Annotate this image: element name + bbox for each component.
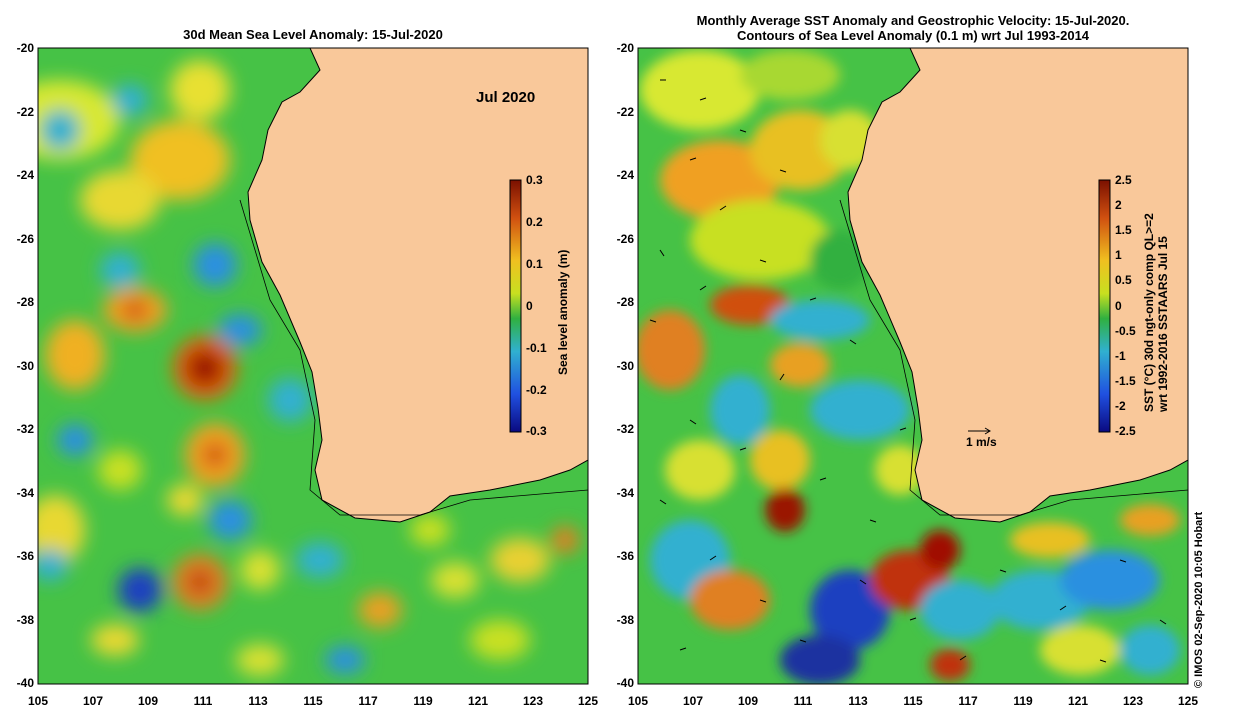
lon-tick: 105 [627, 694, 649, 708]
colorbar-tick: 1 [1115, 248, 1122, 262]
lon-tick: 119 [413, 694, 433, 708]
lat-tick: -32 [616, 422, 634, 436]
colorbar-tick: 0.1 [526, 257, 543, 271]
right-map-title-line1: Monthly Average SST Anomaly and Geostrop… [696, 13, 1130, 28]
lat-tick: -22 [16, 105, 34, 119]
left-sla-map [38, 48, 588, 684]
right-colorbar-label-line2: wrt 1992-2016 SSTAARS Jul 15 [1156, 236, 1170, 412]
lon-tick: 115 [303, 694, 323, 708]
lon-tick: 113 [848, 694, 868, 708]
lon-tick: 117 [358, 694, 378, 708]
colorbar-tick: -0.2 [526, 383, 547, 397]
lat-tick: -32 [16, 422, 34, 436]
lon-tick: 123 [522, 694, 544, 708]
colorbar-tick: 0.5 [1115, 273, 1132, 287]
right-colorbar [1098, 179, 1111, 433]
left-colorbar [509, 179, 522, 433]
lat-tick: -20 [616, 41, 634, 55]
right-map-title-line2: Contours of Sea Level Anomaly (0.1 m) wr… [736, 28, 1090, 43]
lat-tick: -28 [616, 295, 634, 309]
lon-tick: 117 [958, 694, 978, 708]
lat-tick: -24 [616, 168, 634, 182]
left-map-title: 30d Mean Sea Level Anomaly: 15-Jul-2020 [183, 27, 443, 42]
lon-tick: 125 [1177, 694, 1199, 708]
lat-tick: -36 [616, 549, 634, 563]
lat-tick: -36 [16, 549, 34, 563]
lon-tick: 105 [27, 694, 49, 708]
right-colorbar-label-line1: SST (°C) 30d ngt-only comp QL>=2 [1142, 213, 1156, 412]
lat-tick: -30 [16, 359, 34, 373]
isobath-right [839, 199, 1188, 516]
lon-tick: 119 [1013, 694, 1033, 708]
lon-tick: 121 [467, 694, 489, 708]
lon-tick: 125 [577, 694, 599, 708]
lat-tick: -34 [16, 486, 34, 500]
lat-tick: -26 [616, 232, 634, 246]
isobath-left [239, 199, 588, 516]
colorbar-tick: -0.5 [1115, 324, 1136, 338]
sla-anomaly-field [38, 60, 579, 676]
lat-tick: -28 [16, 295, 34, 309]
lon-tick: 115 [903, 694, 923, 708]
lon-tick: 111 [793, 694, 813, 708]
lat-tick: -40 [616, 676, 634, 690]
colorbar-tick: -2 [1115, 399, 1126, 413]
lon-tick: 111 [193, 694, 213, 708]
colorbar-tick: 1.5 [1115, 223, 1132, 237]
lon-tick: 123 [1122, 694, 1144, 708]
lat-tick: -20 [16, 41, 34, 55]
lon-tick: 107 [682, 694, 704, 708]
lat-tick: -22 [616, 105, 634, 119]
lat-tick: -26 [16, 232, 34, 246]
colorbar-tick: 0 [526, 299, 533, 313]
colorbar-tick: 0.3 [526, 173, 543, 187]
lat-tick: -24 [16, 168, 34, 182]
lon-tick: 121 [1067, 694, 1089, 708]
sst-anomaly-field [638, 50, 1180, 684]
lat-tick: -38 [616, 613, 634, 627]
colorbar-tick: -2.5 [1115, 424, 1136, 438]
lon-tick: 109 [137, 694, 159, 708]
lon-tick: 109 [737, 694, 759, 708]
lat-tick: -30 [616, 359, 634, 373]
landmass-left [247, 48, 588, 523]
month-label: Jul 2020 [476, 89, 536, 106]
lat-tick: -38 [16, 613, 34, 627]
colorbar-tick: 2.5 [1115, 173, 1132, 187]
lat-tick: -40 [16, 676, 34, 690]
colorbar-tick: -0.1 [526, 341, 547, 355]
left-colorbar-label: Sea level anomaly (m) [556, 249, 570, 375]
lon-tick: 107 [82, 694, 104, 708]
colorbar-tick: -1 [1115, 349, 1126, 363]
colorbar-tick: -1.5 [1115, 374, 1136, 388]
lon-tick: 113 [248, 694, 268, 708]
lat-tick: -34 [616, 486, 634, 500]
colorbar-tick: -0.3 [526, 424, 547, 438]
velocity-scale-label: 1 m/s [966, 435, 997, 449]
colorbar-tick: 0 [1115, 299, 1122, 313]
colorbar-tick: 0.2 [526, 215, 543, 229]
imos-credit: © IMOS 02-Sep-2020 10:05 Hobart [1193, 511, 1205, 688]
colorbar-tick: 2 [1115, 198, 1122, 212]
